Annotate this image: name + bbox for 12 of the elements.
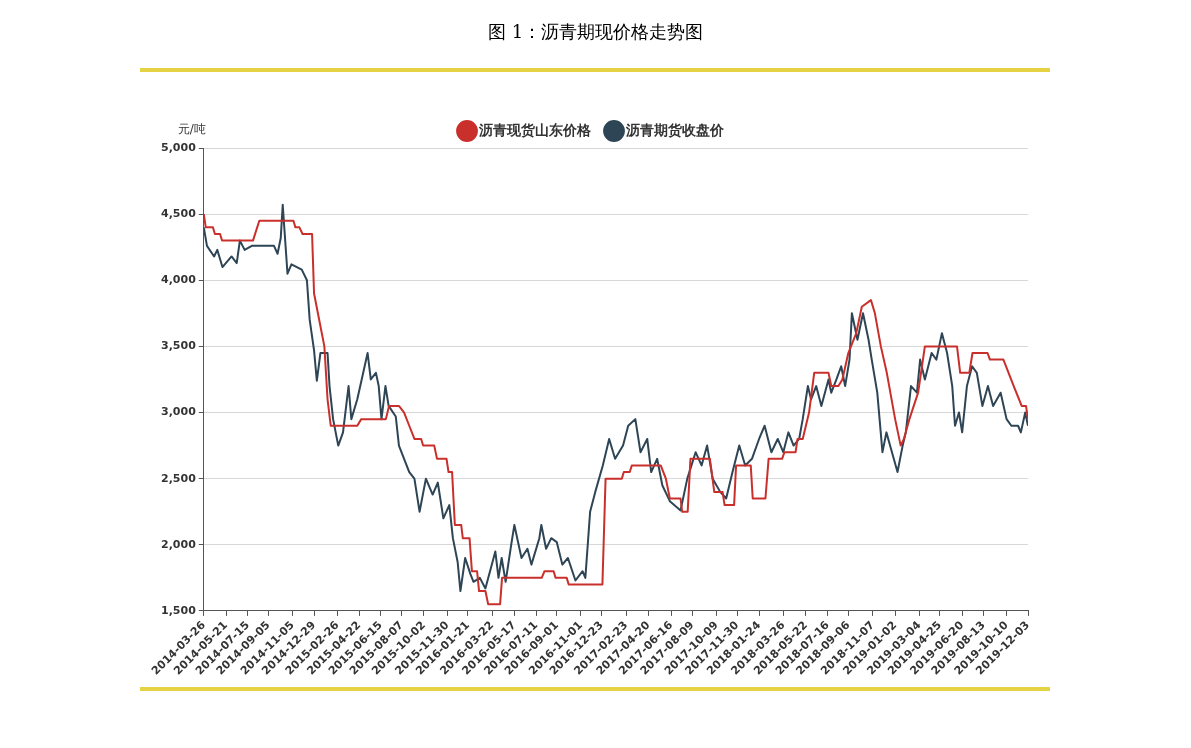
y-tick-label: 3,000 (161, 405, 197, 419)
y-tick-label: 4,500 (161, 206, 197, 220)
y-tick-label: 3,500 (161, 339, 197, 353)
y-tick-label: 2,500 (161, 471, 197, 485)
y-axis-title: 元/吨 (177, 122, 206, 137)
y-tick-label: 4,000 (161, 273, 197, 287)
y-tick-label: 2,000 (161, 537, 197, 551)
legend-label: 沥青现货山东价格 (478, 121, 592, 138)
y-tick-label: 1,500 (161, 603, 197, 617)
chart-title: 图 1：沥青期现价格走势图 (486, 20, 705, 44)
legend-label: 沥青期货收盘价 (625, 121, 725, 138)
y-tick-label: 5,000 (161, 140, 197, 154)
